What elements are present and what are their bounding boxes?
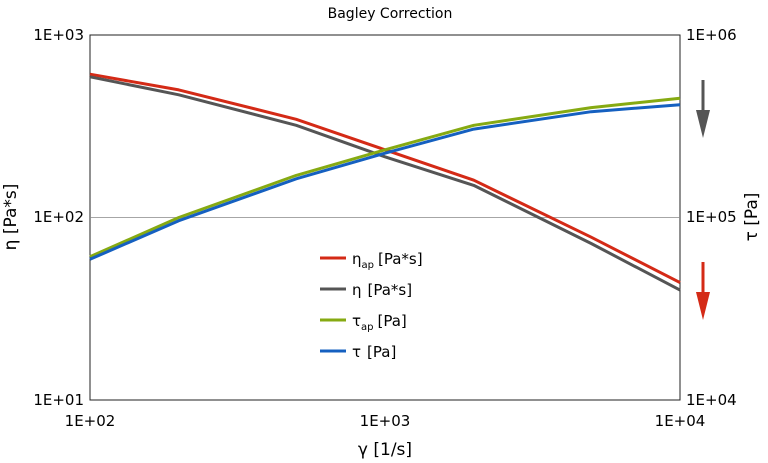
x-tick-1e03: 1E+03 <box>360 412 411 430</box>
left-tick-1e03: 1E+03 <box>33 26 84 44</box>
right-axis-label: τ [Pa] <box>742 193 762 242</box>
left-axis-label: η [Pa*s] <box>1 184 21 251</box>
x-tick-1e04: 1E+04 <box>655 412 706 430</box>
series-tau-line <box>89 103 681 261</box>
svg-text:η[Pa*s]: η [Pa*s] <box>352 281 412 299</box>
svg-text:τ[Pa]: τ [Pa] <box>352 343 396 361</box>
legend-item-tau-ap: τap [Pa] <box>320 312 407 333</box>
series-layer <box>89 72 681 292</box>
series-tau-ap-line <box>89 96 681 259</box>
legend: ηap [Pa*s] η [Pa*s] τap [Pa] τ [Pa] <box>320 250 423 361</box>
legend-item-eta-ap: ηap [Pa*s] <box>320 250 423 271</box>
left-tick-1e02: 1E+02 <box>33 208 84 226</box>
arrow-down-icon <box>696 80 710 138</box>
svg-text:τap[Pa]: τap [Pa] <box>352 312 407 333</box>
legend-item-tau: τ [Pa] <box>320 343 396 361</box>
arrow-down-icon <box>696 262 710 320</box>
legend-item-eta: η [Pa*s] <box>320 281 412 299</box>
svg-text:ηap[Pa*s]: ηap [Pa*s] <box>352 250 423 271</box>
right-tick-1e06: 1E+06 <box>686 26 737 44</box>
chart-title: Bagley Correction <box>328 6 453 22</box>
left-tick-1e01: 1E+01 <box>33 391 84 409</box>
right-tick-1e05: 1E+05 <box>686 208 737 226</box>
x-axis-label: γ [1/s] <box>358 440 412 460</box>
series-eta-line <box>89 75 681 292</box>
right-tick-1e04: 1E+04 <box>686 391 737 409</box>
x-tick-1e02: 1E+02 <box>65 412 116 430</box>
